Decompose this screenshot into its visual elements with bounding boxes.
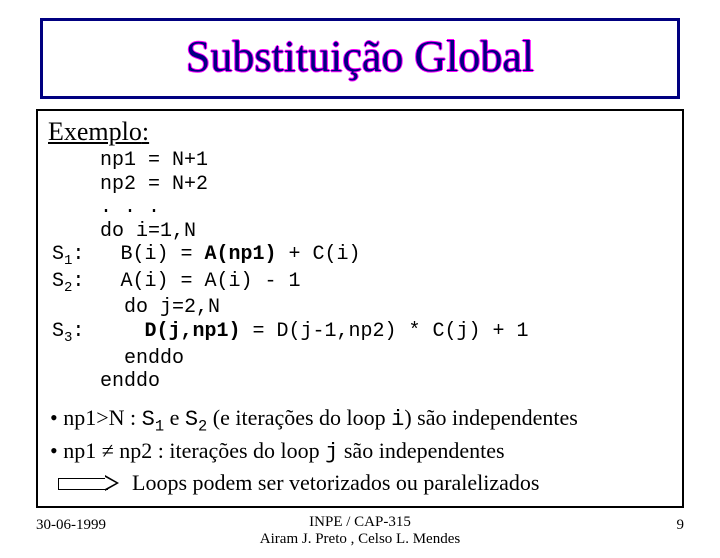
arrow-icon <box>58 475 118 491</box>
bullet-1: • np1>N : S1 e S2 (e iterações do loop i… <box>50 404 672 437</box>
content-box: Exemplo: np1 = N+1 np2 = N+2 . . . do i=… <box>36 109 684 508</box>
bullet-3-text: Loops podem ser vetorizados ou paraleliz… <box>132 469 539 497</box>
bullet-list: • np1>N : S1 e S2 (e iterações do loop i… <box>48 404 672 497</box>
footer-center: INPE / CAP-315 Airam J. Preto , Celso L.… <box>0 514 720 549</box>
title-box: Substituição Global <box>40 18 680 99</box>
code-block: np1 = N+1 np2 = N+2 . . . do i=1,N S1: B… <box>52 149 672 394</box>
slide-title: Substituição Global <box>186 32 534 81</box>
bullet-3-row: Loops podem ser vetorizados ou paraleliz… <box>58 469 672 497</box>
exemplo-label: Exemplo: <box>48 117 149 146</box>
bullet-2: • np1 ≠ np2 : iterações do loop j são in… <box>50 437 672 467</box>
footer-page: 9 <box>677 517 685 534</box>
